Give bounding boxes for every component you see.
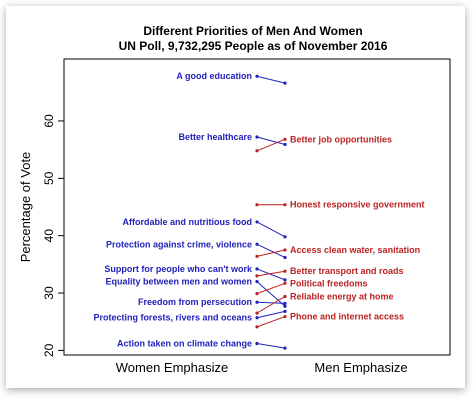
y-tick-label: 30 — [42, 286, 56, 300]
women-label: Affordable and nutritious food — [123, 217, 253, 227]
series-line — [256, 282, 286, 295]
series-point — [255, 292, 259, 296]
series-line — [256, 310, 286, 319]
women-label: Better healthcare — [178, 132, 252, 142]
y-tick-label: 20 — [42, 343, 56, 357]
series-point — [283, 142, 287, 147]
men-label: Reliable energy at home — [290, 291, 394, 301]
series-point — [255, 279, 259, 284]
series-point — [283, 203, 287, 207]
women-label: Support for people who can't work — [104, 264, 253, 274]
chart-subtitle: UN Poll, 9,732,295 People as of November… — [119, 39, 388, 53]
women-label: Action taken on climate change — [117, 339, 252, 349]
men-label: Access clean water, sanitation — [290, 245, 420, 255]
series-point — [255, 311, 259, 315]
series-point — [255, 325, 259, 329]
men-label: Honest responsive government — [290, 200, 425, 210]
series-point — [283, 235, 287, 239]
series-point — [283, 304, 287, 308]
series-labels: A good education Better healthcare Afforda… — [93, 71, 424, 348]
women-label: Protecting forests, rivers and oceans — [93, 313, 252, 323]
series-line — [256, 138, 286, 152]
y-tick-label: 40 — [42, 229, 56, 243]
women-label: Equality between men and women — [105, 277, 252, 287]
series-point — [255, 341, 259, 346]
series-line — [256, 268, 286, 281]
series-line — [256, 281, 286, 307]
men-label: Phone and internet access — [290, 312, 404, 322]
series-point — [283, 137, 287, 141]
y-tick-label: 50 — [42, 171, 56, 185]
series-line — [256, 301, 286, 304]
series-point — [283, 346, 287, 350]
x-category-women: Women Emphasize — [116, 360, 228, 375]
series-point — [255, 316, 259, 320]
x-category-men: Men Emphasize — [314, 360, 407, 375]
series-line — [256, 270, 286, 277]
series-point — [255, 135, 259, 139]
men-label: Better transport and roads — [290, 266, 404, 276]
series-point — [283, 248, 287, 252]
women-label: Protection against crime, violence — [106, 239, 252, 249]
series-point — [255, 300, 259, 304]
series-point — [283, 81, 287, 85]
series-point — [255, 254, 259, 258]
chart-card — [6, 6, 465, 388]
series-point — [255, 149, 259, 153]
series-point — [283, 255, 287, 260]
series-line — [256, 296, 286, 314]
y-tick-label: 60 — [42, 114, 56, 128]
series-point — [255, 220, 259, 224]
plot-frame — [63, 58, 451, 356]
women-label: A good education — [176, 71, 252, 81]
series-point — [255, 267, 259, 271]
women-label: Freedom from persecution — [138, 297, 252, 307]
men-label: Political freedoms — [290, 278, 368, 288]
chart-title: Different Priorities of Men And Women — [143, 24, 362, 38]
y-axis: 20 30 40 50 60 — [42, 114, 64, 357]
series-line — [256, 243, 286, 258]
series-line — [256, 136, 286, 145]
y-axis-label: Percentage of Vote — [18, 152, 33, 263]
series-line — [256, 343, 286, 349]
series-point — [255, 203, 259, 207]
series-point — [283, 278, 287, 282]
series-line — [256, 221, 286, 238]
series-point — [255, 242, 259, 246]
series-line — [256, 249, 286, 257]
series-point — [255, 74, 259, 78]
series-point — [283, 314, 287, 319]
series-line — [256, 75, 286, 84]
series-line — [256, 316, 286, 328]
men-label: Better job opportunities — [290, 134, 392, 144]
series-lines — [255, 74, 287, 350]
series-point — [283, 309, 287, 314]
series-point — [283, 294, 287, 299]
series-point — [255, 274, 259, 278]
series-point — [283, 281, 287, 285]
series-point — [283, 301, 287, 305]
series-point — [283, 269, 287, 273]
